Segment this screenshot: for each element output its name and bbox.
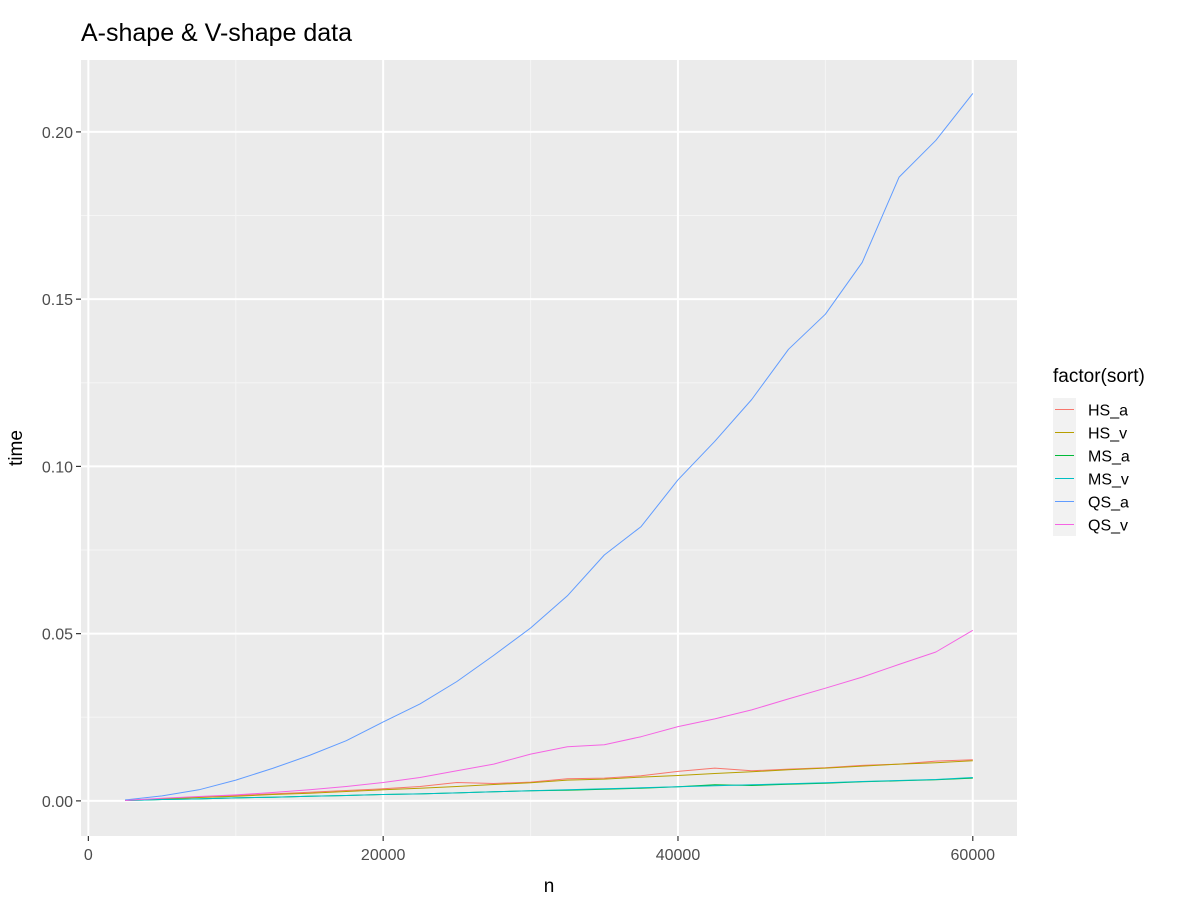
y-tick-label: 0.20 [42, 125, 73, 142]
y-tick-label: 0.10 [42, 459, 73, 476]
x-tick-label: 0 [84, 847, 93, 864]
series-line-ms-v [125, 777, 973, 801]
series-line-qs-a [125, 93, 974, 801]
legend-label: HS_v [1088, 426, 1127, 443]
legend-label: QS_a [1088, 495, 1129, 512]
x-tick-label: 60000 [951, 847, 996, 864]
legend-label: QS_v [1088, 518, 1128, 535]
y-tick-label: 0.00 [42, 794, 73, 811]
major-gridlines [81, 60, 1017, 836]
legend-label: HS_a [1088, 403, 1128, 420]
y-tick-label: 0.05 [42, 627, 73, 644]
x-tick-label: 20000 [361, 847, 406, 864]
y-tick-labels: 0.00 0.05 0.10 0.15 0.20 [42, 125, 73, 811]
chart-title: A-shape & V-shape data [81, 19, 352, 47]
y-tick-label: 0.15 [42, 292, 73, 309]
legend-items: HS_a HS_v MS_a MS_v QS_a QS_v [1053, 398, 1130, 536]
axis-ticks [76, 131, 974, 841]
legend-label: MS_a [1088, 449, 1130, 466]
series-lines [125, 93, 974, 801]
plot-panel [81, 60, 1017, 836]
x-axis-title: n [544, 876, 555, 897]
minor-gridlines [81, 60, 1017, 836]
y-axis-title: time [6, 430, 27, 466]
x-tick-label: 40000 [656, 847, 701, 864]
legend: factor(sort) HS_a HS_v MS_a MS_v QS_a QS_v [1053, 366, 1145, 536]
x-tick-labels: 0 20000 40000 60000 [84, 847, 995, 864]
series-line-qs-v [125, 629, 974, 801]
series-line-hs-v [125, 760, 973, 801]
legend-title: factor(sort) [1053, 366, 1145, 387]
legend-label: MS_v [1088, 472, 1129, 489]
